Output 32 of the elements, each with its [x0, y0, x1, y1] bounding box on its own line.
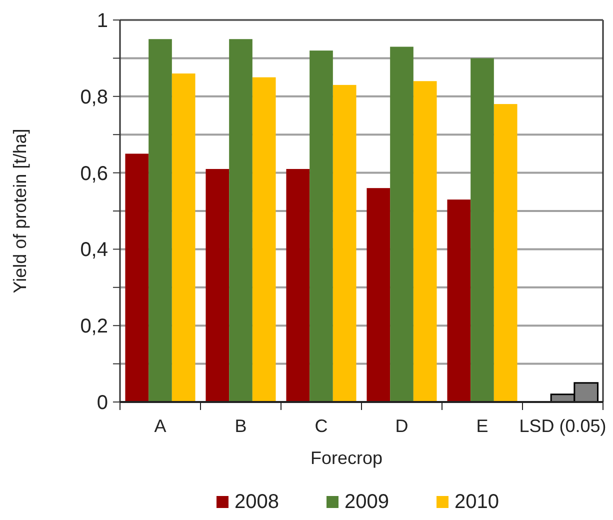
- legend-label: 2008: [234, 491, 279, 513]
- bar: [125, 154, 149, 402]
- bar: [206, 168, 230, 402]
- x-tick-label: D: [395, 416, 408, 436]
- bar: [366, 188, 390, 402]
- y-tick-label: 0,6: [80, 162, 108, 185]
- x-tick-label: E: [476, 416, 488, 436]
- y-tick-label: 0,4: [80, 239, 108, 262]
- bar: [310, 50, 333, 402]
- y-tick-label: 0: [96, 392, 108, 414]
- y-tick-label: 1: [96, 10, 108, 32]
- legend-label: 2010: [454, 491, 499, 513]
- bar: [390, 46, 414, 402]
- bar: [447, 200, 471, 402]
- x-tick-label: C: [314, 416, 328, 436]
- bar: [252, 77, 276, 402]
- bar: [286, 168, 310, 402]
- x-axis-title: Forecrop: [310, 448, 383, 468]
- bar: [413, 81, 437, 402]
- x-tick-label: LSD (0.05): [519, 416, 606, 436]
- legend-label: 2009: [344, 491, 389, 513]
- bar: [229, 39, 252, 402]
- bar: [470, 58, 494, 402]
- x-tick-label: A: [154, 416, 166, 436]
- y-axis-title: Yield of protein [t/ha]: [10, 128, 30, 294]
- x-tick-label: B: [234, 416, 247, 436]
- bar: [172, 73, 196, 402]
- bar: [148, 39, 172, 402]
- y-tick-label: 0,2: [80, 316, 108, 338]
- bar: [494, 104, 518, 402]
- bar: [332, 84, 356, 402]
- y-tick-label: 0,8: [80, 86, 108, 108]
